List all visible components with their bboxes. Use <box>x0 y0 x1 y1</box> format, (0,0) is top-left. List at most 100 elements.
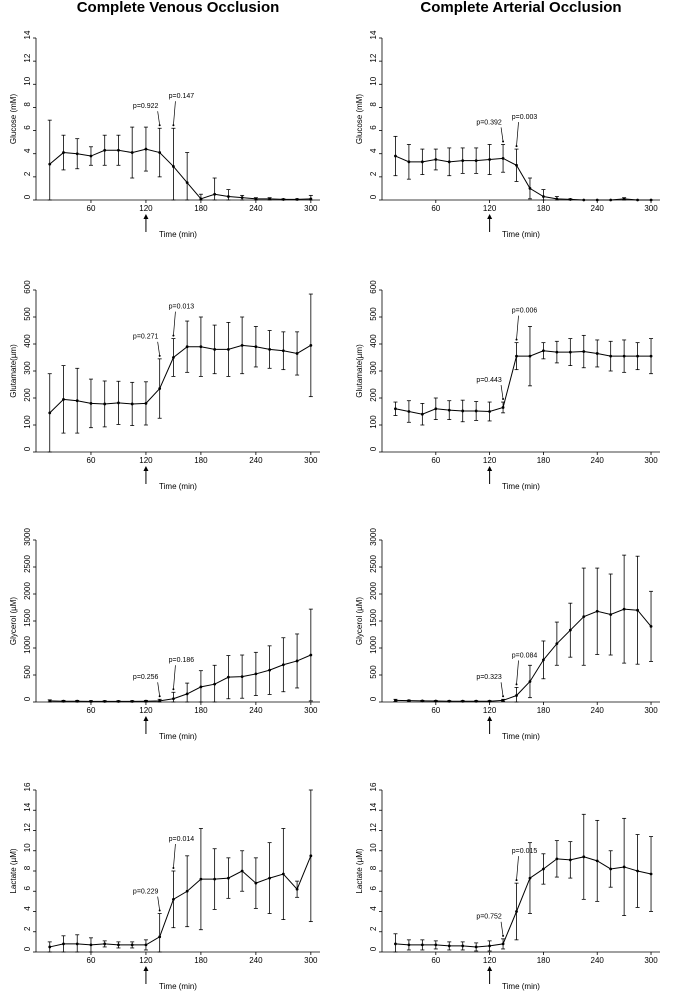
x-tick-label: 240 <box>249 706 263 715</box>
x-axis-label: Time (min) <box>502 230 540 239</box>
y-tick-label: 1000 <box>369 636 378 654</box>
data-point <box>528 354 532 358</box>
data-point <box>568 858 572 862</box>
y-tick-label: 1500 <box>369 609 378 627</box>
data-point <box>568 628 572 632</box>
y-tick-label: 10 <box>23 76 32 85</box>
column-title: Complete Venous Occlusion <box>77 0 280 16</box>
data-point <box>461 409 465 413</box>
p-value-label: p=0.015 <box>512 848 538 855</box>
panel: Complete Venous Occlusion 0 2 4 6 8 10 12 14 60 12… <box>9 0 320 239</box>
y-tick-label: 12 <box>23 53 32 62</box>
occlusion-arrow-head <box>487 716 493 721</box>
panel: 0 2 4 6 8 10 12 14 16 60 120 180 240 300 Time (min) Lac… <box>9 782 320 991</box>
x-tick-label: 120 <box>483 456 497 465</box>
data-point <box>420 160 424 164</box>
column-title: Complete Arterial Occlusion <box>420 0 621 16</box>
x-tick-label: 120 <box>139 456 153 465</box>
data-point <box>622 197 626 201</box>
data-point <box>268 876 272 880</box>
y-tick-label: 6 <box>23 125 32 130</box>
p-value-arrow <box>516 856 519 881</box>
data-point <box>309 343 313 347</box>
p-value-arrow-tip <box>172 688 175 691</box>
data-point <box>434 699 438 703</box>
y-tick-label: 16 <box>23 782 32 791</box>
x-tick-label: 180 <box>194 706 208 715</box>
data-point <box>542 867 545 871</box>
y-tick-label: 200 <box>369 388 378 402</box>
p-value-arrow-tip <box>502 140 505 143</box>
p-value-arrow-tip <box>502 934 505 937</box>
data-point <box>172 356 175 359</box>
data-point <box>309 854 313 858</box>
occlusion-arrow-head <box>487 466 493 471</box>
y-axis-label: Glucose (mM) <box>9 94 18 145</box>
p-value-label: p=0.271 <box>133 334 159 341</box>
y-axis-label: Glycerol (µM) <box>9 597 18 646</box>
series-line <box>395 155 652 201</box>
y-tick-label: 14 <box>23 802 32 811</box>
data-point <box>295 198 299 201</box>
y-tick-label: 2500 <box>369 555 378 573</box>
x-tick-label: 60 <box>431 204 440 213</box>
x-tick-label: 120 <box>139 706 153 715</box>
x-tick-label: 120 <box>483 706 497 715</box>
data-point <box>240 869 244 873</box>
occlusion-arrow-head <box>487 214 493 219</box>
data-point <box>295 352 299 355</box>
data-point <box>158 151 162 154</box>
y-tick-label: 2 <box>23 171 32 176</box>
x-tick-label: 180 <box>194 456 208 465</box>
data-point <box>103 942 107 946</box>
data-point <box>528 680 532 683</box>
data-point <box>199 685 203 689</box>
y-tick-label: 2000 <box>369 582 378 600</box>
y-tick-label: 1000 <box>23 636 32 654</box>
data-point <box>172 165 175 168</box>
p-value-label: p=0.186 <box>169 657 195 664</box>
data-point <box>394 942 397 946</box>
data-point <box>447 944 451 948</box>
y-tick-label: 1500 <box>23 609 32 627</box>
y-tick-label: 4 <box>369 148 378 153</box>
data-point <box>582 855 586 859</box>
data-point <box>240 343 244 347</box>
p-value-arrow <box>173 311 176 336</box>
data-point <box>609 613 613 616</box>
y-tick-label: 0 <box>23 194 32 199</box>
p-value-label: p=0.014 <box>169 836 195 843</box>
y-tick-label: 8 <box>23 102 32 107</box>
y-tick-label: 100 <box>23 415 32 429</box>
x-tick-label: 300 <box>644 706 658 715</box>
x-axis-label: Time (min) <box>502 482 540 491</box>
p-value-arrow-tip <box>172 334 175 337</box>
y-tick-label: 600 <box>369 280 378 294</box>
data-point <box>213 877 217 881</box>
data-point <box>144 147 148 151</box>
data-point <box>542 349 545 353</box>
p-value-arrow <box>516 315 519 340</box>
data-point <box>89 943 93 947</box>
p-value-arrow <box>157 896 161 911</box>
x-tick-label: 120 <box>139 204 153 213</box>
data-point <box>309 197 313 201</box>
data-point <box>254 345 258 349</box>
y-tick-label: 0 <box>369 194 378 199</box>
data-point <box>394 154 397 158</box>
data-point <box>48 699 52 703</box>
data-point <box>568 350 572 354</box>
p-value-arrow <box>173 665 176 690</box>
p-value-arrow-tip <box>172 867 175 869</box>
data-point <box>420 699 424 703</box>
data-point <box>649 354 653 358</box>
y-axis-label: Glutamate(µm) <box>9 344 18 398</box>
y-axis-label: Lactate (µM) <box>355 848 364 893</box>
data-point <box>609 867 613 871</box>
data-point <box>595 198 599 202</box>
data-point <box>555 350 559 354</box>
panel: Complete Arterial Occlusion 0 2 4 6 8 10 12 14 60… <box>355 0 660 239</box>
data-point <box>622 354 626 358</box>
occlusion-arrow-head <box>143 716 149 721</box>
